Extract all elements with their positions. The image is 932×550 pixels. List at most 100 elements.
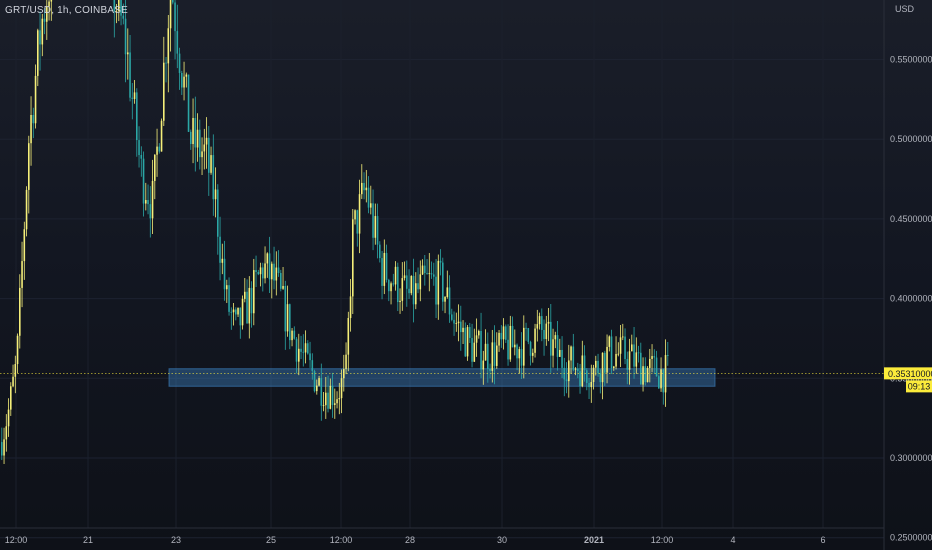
last-price-value: 0.35310000: [888, 369, 932, 379]
candle: [201, 137, 203, 175]
candle: [300, 335, 302, 359]
candle: [25, 186, 28, 237]
countdown-value: 09:13: [908, 381, 931, 391]
candle: [642, 357, 644, 392]
candle: [307, 340, 309, 355]
candle: [399, 288, 401, 314]
candle: [554, 331, 557, 349]
candle: [491, 329, 494, 383]
candle: [277, 250, 280, 277]
candle: [226, 279, 228, 303]
candle: [16, 333, 19, 374]
candle: [37, 28, 39, 87]
candle: [561, 336, 563, 379]
candle: [534, 323, 536, 358]
time-tick-label: 6: [820, 535, 825, 545]
candle: [583, 345, 586, 382]
candle: [662, 368, 665, 405]
candle: [635, 337, 638, 374]
candle: [46, 0, 48, 40]
candle: [516, 343, 518, 371]
candle: [295, 336, 298, 374]
candle: [248, 276, 251, 339]
candle: [129, 35, 131, 102]
candle: [507, 324, 509, 366]
candle: [633, 327, 635, 379]
candle: [325, 377, 327, 419]
candle: [601, 352, 604, 400]
candle: [532, 348, 534, 363]
candle: [412, 258, 415, 323]
candle: [178, 47, 181, 90]
candle: [397, 262, 399, 312]
candle: [464, 322, 467, 357]
candle: [291, 327, 293, 347]
candle: [646, 366, 649, 383]
candle: [183, 61, 185, 101]
symbol-title[interactable]: GRT/USD, 1h, COINBASE: [5, 5, 128, 16]
candle: [374, 203, 377, 245]
candle: [518, 346, 521, 374]
candle: [50, 0, 53, 21]
candle: [309, 341, 311, 368]
candle: [433, 262, 435, 286]
candle: [41, 13, 44, 57]
time-axis[interactable]: 12:00 21 23 25 12:00 28 30 2021 12:00 4 6: [0, 527, 884, 545]
candle: [478, 329, 480, 339]
candle: [334, 388, 336, 419]
candle: [667, 341, 669, 366]
candle: [588, 378, 590, 399]
candle: [493, 325, 496, 385]
candle: [230, 307, 233, 330]
candle: [543, 319, 545, 356]
candle: [579, 364, 581, 394]
candle: [496, 332, 498, 369]
candle: [367, 176, 370, 214]
candle: [613, 365, 615, 371]
candle: [570, 345, 572, 375]
candle: [640, 342, 642, 385]
candle: [383, 239, 386, 295]
time-tick-label: 30: [497, 535, 507, 545]
candle: [235, 307, 237, 321]
candle: [568, 344, 570, 398]
candle: [149, 186, 152, 238]
candle: [370, 185, 372, 215]
candle: [340, 369, 343, 414]
candle: [322, 391, 325, 412]
candle: [214, 167, 217, 218]
candle: [451, 308, 453, 322]
candle: [442, 257, 444, 311]
candle: [590, 364, 593, 403]
candle: [376, 203, 379, 259]
candle: [401, 262, 404, 311]
price-axis[interactable]: USD0.850000000.800000000.750000000.70000…: [883, 0, 932, 550]
candle: [520, 332, 523, 380]
candle: [118, 0, 120, 22]
candle: [10, 382, 12, 416]
candle: [165, 56, 167, 83]
candle: [628, 338, 631, 385]
candle: [113, 0, 116, 38]
support-zone[interactable]: [168, 368, 716, 387]
candle: [446, 270, 449, 299]
candle: [547, 308, 550, 342]
candle: [637, 345, 640, 363]
candle: [316, 379, 318, 395]
candle: [311, 353, 314, 380]
time-tick-label: 25: [266, 535, 276, 545]
candle: [525, 322, 527, 341]
candle: [253, 258, 255, 326]
candle: [644, 357, 647, 386]
candle: [286, 285, 289, 337]
candle: [138, 126, 140, 168]
candle: [115, 3, 118, 24]
candle: [347, 311, 350, 372]
candle: [244, 278, 246, 303]
candle: [529, 340, 532, 366]
candle: [615, 336, 617, 370]
candle: [622, 323, 624, 341]
